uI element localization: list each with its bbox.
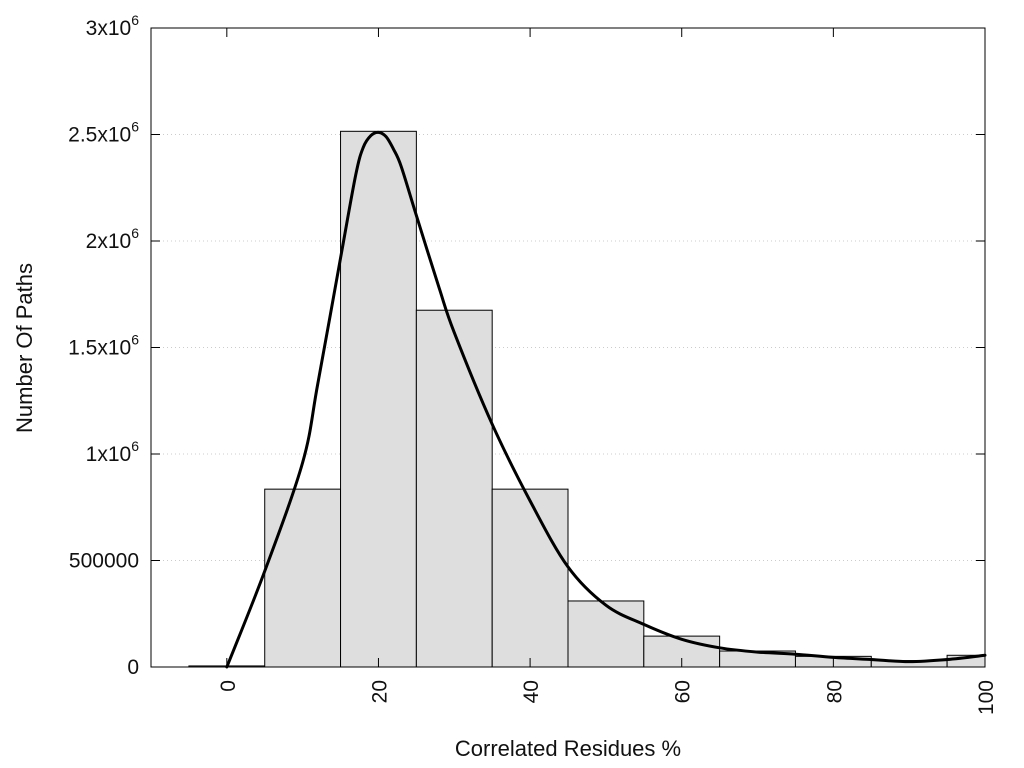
- y-tick-label-1500000: 1.5x106: [68, 332, 139, 360]
- histogram-bars: [188, 130, 986, 668]
- x-axis-ticks: 0 20 40 60 80 100: [217, 28, 998, 715]
- y-tick-label-2500000: 2.5x106: [68, 119, 139, 147]
- y-tick-label-2000000: 2x106: [86, 225, 140, 253]
- y-tick-label-0: 0: [127, 656, 139, 679]
- bar-10: [264, 488, 342, 668]
- bar-20: [340, 130, 417, 668]
- x-tick-label-40: 40: [520, 680, 543, 703]
- x-tick-label-20: 20: [368, 680, 391, 703]
- y-axis-title: Number Of Paths: [12, 263, 37, 433]
- x-tick-label-80: 80: [823, 680, 846, 703]
- bar-40: [491, 488, 569, 668]
- bar-30: [415, 309, 493, 668]
- x-tick-label-60: 60: [672, 680, 695, 703]
- x-tick-label-100: 100: [975, 680, 998, 715]
- y-tick-label-1000000: 1x106: [86, 438, 140, 466]
- y-tick-label-3000000: 3x106: [86, 12, 140, 40]
- y-tick-label-500000: 500000: [69, 550, 139, 573]
- y-axis-ticks: 0 500000 1x106 1.5x106 2x106 2.5x106 3x106: [68, 12, 985, 679]
- bar-50: [567, 600, 645, 668]
- density-curve-line: [225, 130, 987, 669]
- density-curve: [225, 130, 987, 669]
- x-axis-title: Correlated Residues %: [455, 736, 681, 761]
- x-tick-label-0: 0: [217, 680, 240, 692]
